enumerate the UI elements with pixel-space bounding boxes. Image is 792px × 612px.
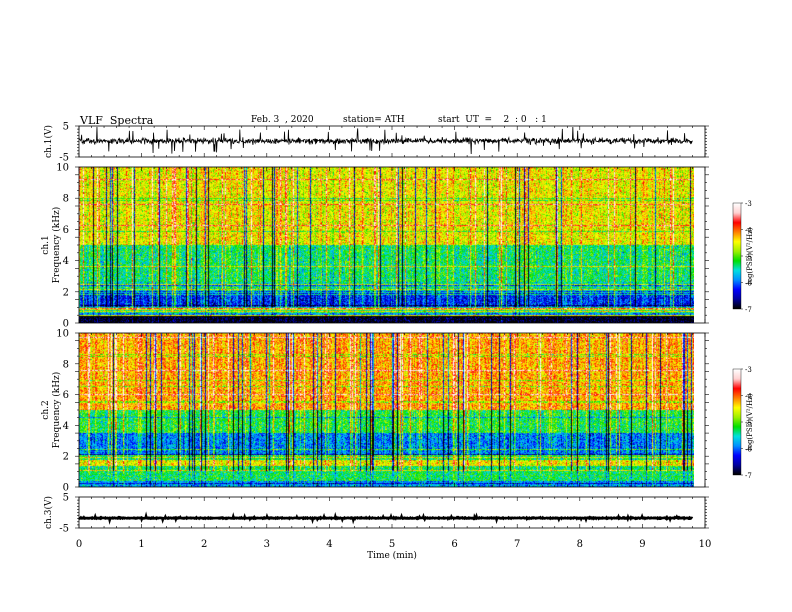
x-tick-label: 3 (264, 539, 270, 550)
ch3-waveform-line (77, 511, 694, 525)
x-tick-label: 0 (76, 539, 82, 550)
ch2-spec-colorbar-tick-label: -4 (745, 393, 752, 401)
chart-title: VLF Spectra (80, 114, 154, 127)
ch2-spec-image (79, 333, 694, 487)
ch1-spec-ytick-label: 10 (56, 163, 69, 174)
x-axis-label: Time (min) (367, 550, 417, 561)
date-label: Feb. 3 , 2020 (251, 115, 314, 125)
x-tick-label: 7 (514, 539, 520, 550)
start-time-label: start UT = 2 : 0 : 1 (438, 115, 547, 125)
ch1-spec-ylabel-frequency: Frequency (kHz) (51, 207, 62, 284)
ch1-spec-colorbar-tick-label: -3 (745, 200, 752, 208)
ch2-spec-colorbar-tick-label: -7 (745, 472, 752, 480)
x-tick-label: 2 (201, 539, 207, 550)
ch1-spec-colorbar-tick-label: -7 (745, 306, 752, 314)
ch1-spec-image (79, 167, 694, 323)
x-tick-label: 9 (639, 539, 645, 550)
ch1-spec-ytick-label: 6 (63, 225, 69, 236)
ch1-spec-ylabel-channel: ch.1 (41, 235, 51, 254)
x-tick-label: 1 (138, 539, 144, 550)
ch1-spec-colorbar-tick-label: -5 (745, 253, 752, 261)
ch2-spec-colorbar-tick-label: -5 (745, 419, 752, 427)
ch1-spec-colorbar-tick-label: -4 (745, 227, 752, 235)
ch1-wave-ytick-label: -5 (59, 153, 69, 164)
ch1-spec-ytick-label: 4 (63, 256, 69, 267)
ch2-spec-ytick-label: 2 (63, 452, 69, 463)
ch1-spec-colorbar-tick-label: -6 (745, 280, 752, 288)
ch3-wave-frame (78, 496, 706, 529)
ch2-spec-colorbar (733, 369, 741, 475)
ch2-spec-ylabel-frequency: Frequency (kHz) (51, 372, 62, 449)
ch2-spec-ytick-label: 4 (63, 421, 69, 432)
x-tick-label: 5 (389, 539, 395, 550)
ch2-spec-ytick-label: 10 (56, 329, 69, 340)
x-tick-label: 8 (577, 539, 583, 550)
ch1-wave-ylabel: ch.1(V) (43, 125, 54, 158)
x-tick-label: 4 (326, 539, 332, 550)
ch1-spec-ytick-label: 8 (63, 194, 69, 205)
ch2-spec-colorbar-tick-label: -6 (745, 446, 752, 454)
ch1-waveform-line (78, 126, 693, 155)
station-label: station= ATH (343, 115, 405, 125)
ch1-spec-colorbar (733, 203, 741, 309)
x-tick-label: 6 (451, 539, 457, 550)
ch2-spec-ytick-label: 8 (63, 359, 69, 370)
ch2-spec-ylabel-channel: ch.2 (41, 400, 51, 419)
ch2-spec-ytick-label: 0 (63, 483, 69, 494)
ch3-wave-ytick-label: 5 (63, 493, 69, 504)
ch2-spec-colorbar-tick-label: -3 (745, 366, 752, 374)
x-tick-label: 10 (699, 539, 712, 550)
ch2-spec-colorbar-label: log(PSD)(V²/Hz) (746, 393, 754, 450)
ch1-spec-colorbar-label: log(PSD)(V²/Hz) (746, 227, 754, 284)
ch2-spec-ytick-label: 6 (63, 390, 69, 401)
ch1-wave-ytick-label: 5 (63, 122, 69, 133)
ch1-spec-ytick-label: 2 (63, 287, 69, 298)
ch3-wave-ylabel: ch.3(V) (43, 496, 54, 529)
ch3-wave-ytick-label: -5 (59, 524, 69, 535)
ch1-spec-ytick-label: 0 (63, 319, 69, 330)
